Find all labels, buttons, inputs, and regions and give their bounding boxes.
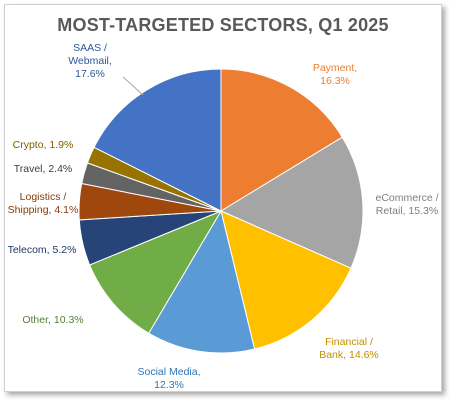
leader-line xyxy=(122,76,144,96)
data-label-saas-webmail: SAAS / Webmail, 17.6% xyxy=(68,42,112,80)
data-label-financial-bank: Financial / Bank, 14.6% xyxy=(319,336,379,361)
pie-slice-other xyxy=(88,209,223,334)
data-label-travel: Travel, 2.4% xyxy=(14,163,73,175)
pie-slice-payment xyxy=(220,68,343,212)
data-label-social-media: Social Media, 12.3% xyxy=(137,366,200,391)
pie-slice-financial-bank xyxy=(220,210,352,350)
chart-title: MOST-TARGETED SECTORS, Q1 2025 xyxy=(57,15,389,35)
pie-slice-ecommerce-retail xyxy=(219,136,364,269)
data-label-crypto: Crypto, 1.9% xyxy=(13,139,74,151)
pie-slice-social-media xyxy=(148,209,256,354)
data-label-ecommerce-retail: eCommerce / Retail, 15.3% xyxy=(375,192,438,217)
data-label-payment: Payment, 16.3% xyxy=(313,62,357,87)
data-label-other: Other, 10.3% xyxy=(22,314,83,326)
chart-frame: MOST-TARGETED SECTORS, Q1 2025 Payment, 1… xyxy=(4,4,442,392)
data-label-telecom: Telecom, 5.2% xyxy=(8,244,77,256)
pie-chart: Payment, 16.3% eCommerce / Retail, 15.3% Fin… xyxy=(8,42,439,391)
pie-slice-saas-webmail xyxy=(93,68,222,212)
data-label-logistics-shipping: Logistics / Shipping, 4.1% xyxy=(8,191,79,216)
